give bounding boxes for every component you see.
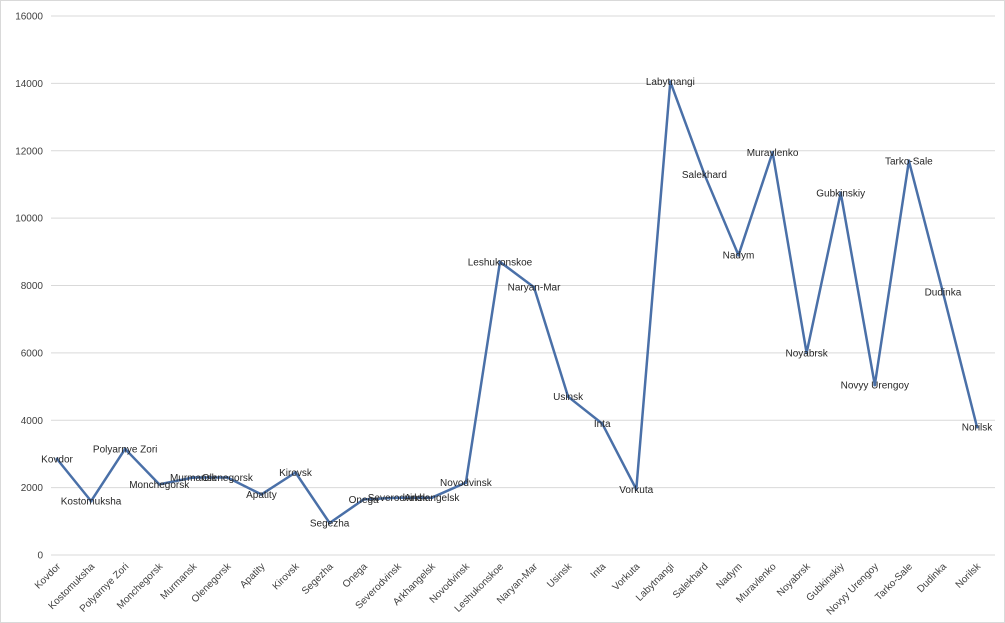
y-tick-label: 12000 <box>15 146 43 157</box>
y-tick-label: 0 <box>37 551 43 562</box>
x-tick-label: Segezha <box>300 561 336 597</box>
data-label: Polyarnye Zori <box>93 444 157 455</box>
data-point <box>294 470 298 474</box>
data-label: Tarko-Sale <box>885 156 933 167</box>
x-tick-label: Kovdor <box>33 561 64 592</box>
data-label: Leshukonskoe <box>468 257 533 268</box>
y-tick-label: 10000 <box>15 214 43 225</box>
data-point <box>498 260 502 264</box>
data-label: Kostomuksha <box>61 497 122 508</box>
data-point <box>873 383 877 387</box>
y-axis-ticks: 0 2000 4000 6000 8000 10000 12000 14000 16000 <box>15 12 43 562</box>
data-label: Vorkuta <box>619 485 653 496</box>
x-tick-label: Norilsk <box>954 561 984 591</box>
data-point <box>191 476 195 480</box>
data-point <box>55 457 59 461</box>
data-point <box>736 253 740 257</box>
y-tick-label: 6000 <box>21 348 44 359</box>
data-label: Muravlenko <box>747 148 799 159</box>
data-label: Murmansk <box>170 473 218 484</box>
data-label: Novodvinsk <box>440 478 493 489</box>
data-point <box>123 447 127 451</box>
data-label: Arkhangelsk <box>404 493 460 504</box>
data-label: Monchegorsk <box>129 480 190 491</box>
data-point <box>805 351 809 355</box>
data-label: Kovdor <box>41 454 73 465</box>
data-point <box>600 422 604 426</box>
y-tick-label: 8000 <box>21 281 44 292</box>
data-label: Onega <box>349 495 379 506</box>
data-point <box>430 496 434 500</box>
data-label: Gubkinskiy <box>816 188 865 199</box>
data-label: Labytnangi <box>646 77 695 88</box>
data-point <box>225 476 229 480</box>
data-point <box>362 497 366 501</box>
series-layer <box>55 80 979 525</box>
x-tick-label: Usinsk <box>545 561 575 591</box>
data-point <box>771 150 775 154</box>
data-point <box>532 285 536 289</box>
data-label: Segezha <box>310 518 350 529</box>
data-label: Kirovsk <box>279 468 313 479</box>
data-labels: Kovdor Kostomuksha Polyarnye Zori Monchegor… <box>41 77 993 529</box>
data-label: Olenegorsk <box>202 473 254 484</box>
y-tick-label: 4000 <box>21 416 44 427</box>
x-tick-label: Kirovsk <box>271 561 303 593</box>
data-point <box>702 172 706 176</box>
data-point <box>907 159 911 163</box>
data-point <box>975 425 979 429</box>
data-label: Naryan-Mar <box>508 283 561 294</box>
data-label: Severodvinsk <box>368 493 429 504</box>
series-line <box>55 80 979 525</box>
data-label: Usinsk <box>553 392 584 403</box>
y-tick-label: 16000 <box>15 12 43 23</box>
data-label: Dudinka <box>925 288 962 299</box>
data-point <box>839 191 843 195</box>
data-label: Novyy Urengoy <box>841 380 909 391</box>
x-tick-label: Dudinka <box>915 561 949 595</box>
x-tick-label: Tarko-Sale <box>873 561 915 603</box>
x-tick-label: Nadym <box>714 561 744 591</box>
data-label: Inta <box>594 419 611 430</box>
x-tick-label: Onega <box>341 561 370 590</box>
data-label: Apatity <box>246 490 277 501</box>
data-label: Nadym <box>723 251 755 262</box>
x-tick-label: Vorkuta <box>611 561 643 593</box>
y-tick-label: 14000 <box>15 79 43 90</box>
data-label: Norilsk <box>962 422 994 433</box>
x-tick-label: Salekhard <box>671 561 711 601</box>
data-point <box>89 499 93 503</box>
data-point <box>259 492 263 496</box>
data-point <box>566 395 570 399</box>
x-tick-label: Apatity <box>238 561 267 590</box>
x-tick-label: Inta <box>589 561 609 581</box>
data-label: Salekhard <box>682 170 727 181</box>
data-label: Noyabrsk <box>786 348 829 359</box>
data-point <box>396 496 400 500</box>
data-point <box>941 290 945 294</box>
gridlines <box>51 15 995 556</box>
data-point <box>634 487 638 491</box>
data-point <box>157 482 161 486</box>
data-point <box>328 521 332 525</box>
data-point <box>668 80 672 84</box>
data-point <box>464 481 468 485</box>
y-tick-label: 2000 <box>21 483 44 494</box>
